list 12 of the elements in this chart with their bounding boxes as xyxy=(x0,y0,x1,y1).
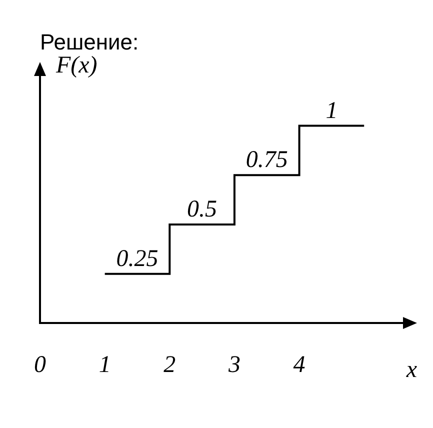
x-tick-label: 0 xyxy=(34,352,46,378)
chart-title: Решение: xyxy=(40,29,139,54)
data-label: 0.5 xyxy=(187,196,218,222)
data-label: 0.75 xyxy=(246,147,288,174)
data-label: 1 xyxy=(326,98,338,124)
y-axis-title: F(x) xyxy=(55,52,98,78)
x-tick-label: 4 xyxy=(293,352,306,378)
x-axis-title: x xyxy=(405,357,418,384)
data-label: 0.25 xyxy=(116,246,158,272)
x-tick-label: 3 xyxy=(227,352,240,378)
x-tick-label: 2 xyxy=(164,352,176,378)
x-tick-label: 1 xyxy=(98,352,111,378)
